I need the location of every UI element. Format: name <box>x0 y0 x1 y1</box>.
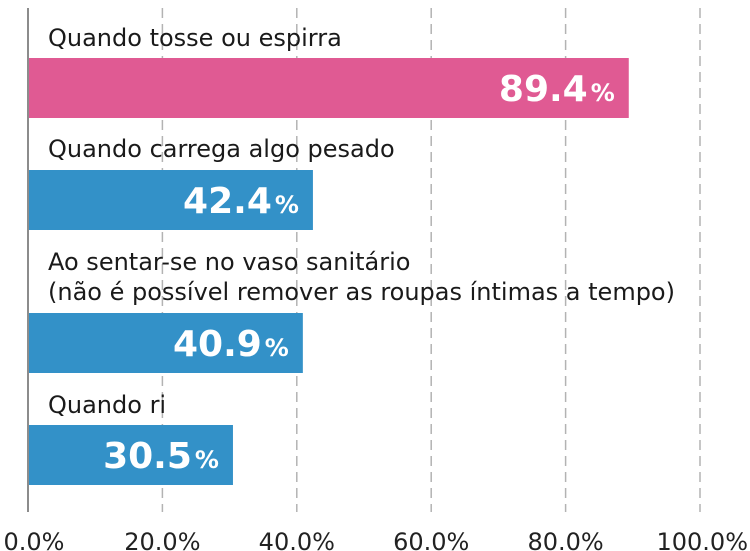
x-tick-label: 0.0% <box>4 528 65 551</box>
data-label: 42.4% <box>183 181 299 222</box>
category-label: Quando carrega algo pesado <box>48 135 395 163</box>
x-tick-label: 80.0% <box>527 528 603 551</box>
value-labels: 89.4 % 42.4 % 40.9 % 30.5% <box>103 69 615 477</box>
category-label: Quando ri <box>48 391 166 419</box>
category-labels: Quando tosse ou espirra Quando carrega al… <box>48 24 675 419</box>
category-label: Ao sentar-se no vaso sanitário <box>48 248 410 276</box>
data-label: 40.9% <box>173 324 289 365</box>
x-tick-label: 100.0% <box>656 528 748 551</box>
bar <box>28 170 313 230</box>
bar <box>28 58 629 118</box>
bars <box>28 58 629 485</box>
x-tick-label: 20.0% <box>124 528 200 551</box>
data-label: 89.4% <box>499 69 615 110</box>
data-label: 30.5% <box>103 436 219 477</box>
x-axis-ticks: 0.0% 20.0% 40.0% 60.0% 80.0% 100.0% <box>4 528 748 551</box>
x-tick-label: 60.0% <box>393 528 469 551</box>
category-label: Quando tosse ou espirra <box>48 24 342 52</box>
bar <box>28 313 303 373</box>
x-tick-label: 40.0% <box>259 528 335 551</box>
category-label: (não é possível remover as roupas íntima… <box>48 278 675 306</box>
bar <box>28 425 233 485</box>
